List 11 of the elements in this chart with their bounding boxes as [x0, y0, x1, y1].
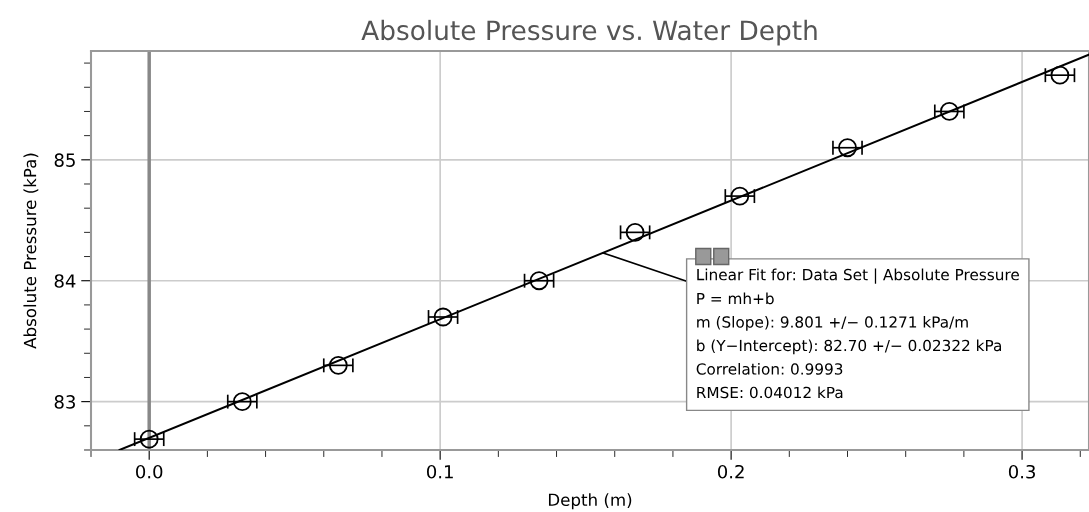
chart-title: Absolute Pressure vs. Water Depth — [361, 19, 817, 46]
y-tick-label: 84 — [54, 274, 76, 288]
y-axis-title: Absolute Pressure (kPa) — [23, 153, 39, 349]
y-tick-label: 85 — [54, 153, 75, 167]
x-tick-label: 0.3 — [1008, 464, 1035, 479]
x-tick-label: 0.1 — [426, 464, 453, 479]
annotation: Linear Fit for: Data Set | Absolute Pressure P = mh+b m (Slope): 9.801 +/− 0.1271 kPa/m b (Y−Intercept): 82.70 +/− 0.02322 kPa Correlation: 0.9993 RMSE: 0.04012 kPa — [696, 268, 1019, 399]
x-axis-title: Depth (m) — [548, 493, 632, 510]
y-tick-label: 83 — [54, 395, 75, 409]
x-tick-label: 0.2 — [717, 464, 744, 479]
x-tick-label: 0.0 — [136, 464, 163, 479]
